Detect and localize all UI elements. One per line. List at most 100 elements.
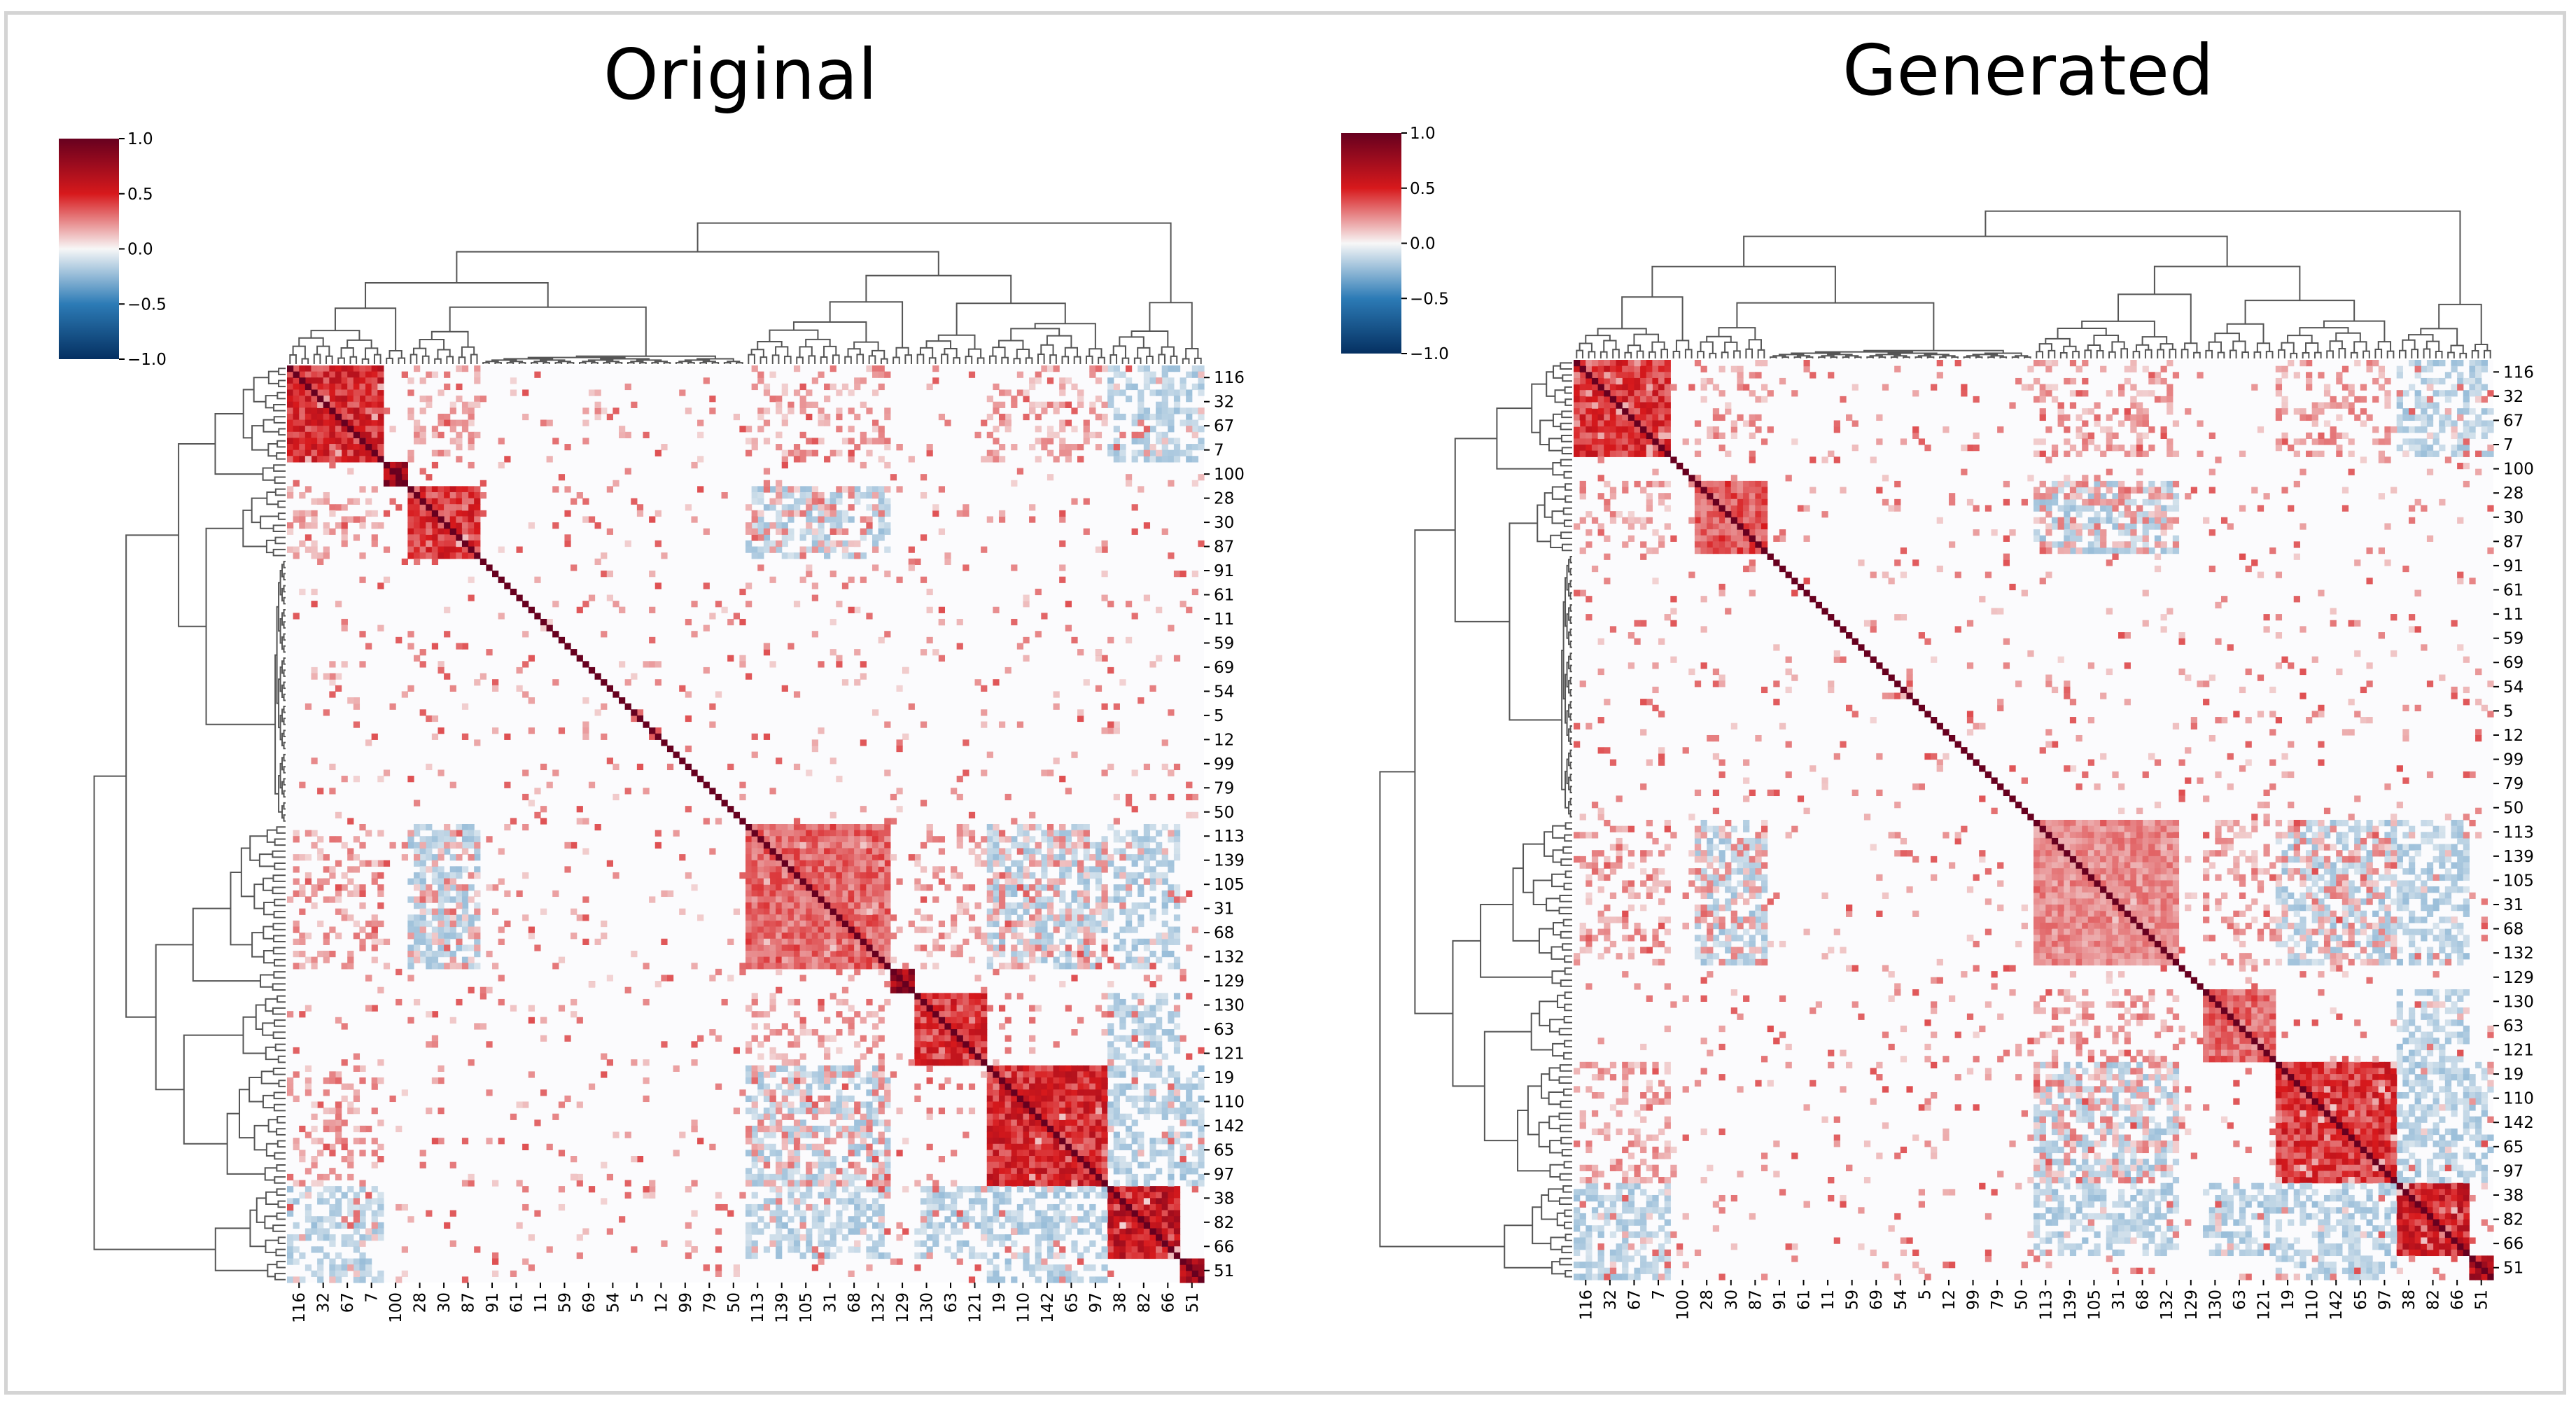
- generated-row-tick-label: 91: [2503, 557, 2524, 575]
- original-col-tick-label: 51: [1184, 1292, 1202, 1313]
- original-row-tick-label: 105: [1214, 876, 1245, 894]
- original-col-tick-label: 116: [290, 1292, 309, 1323]
- generated-row-tick-label: 63: [2503, 1017, 2524, 1035]
- original-colorbar: [59, 139, 119, 359]
- generated-col-tick-label: 12: [1940, 1290, 1959, 1310]
- generated-row-tick-label: 67: [2503, 412, 2524, 430]
- original-col-tick-label: 66: [1159, 1292, 1177, 1313]
- original-col-tick-label: 65: [1063, 1292, 1081, 1313]
- original-col-tick-label: 142: [1039, 1292, 1057, 1323]
- original-row-tick-label: 82: [1214, 1214, 1234, 1232]
- original-cells: [287, 365, 1205, 1283]
- original-row-tick-label: 87: [1214, 538, 1234, 557]
- original-row-tick-label: 12: [1214, 731, 1234, 749]
- generated-cells: [1574, 360, 2494, 1280]
- generated-col-tick-label: 99: [1965, 1290, 1983, 1310]
- original-col-tick-label: 130: [918, 1292, 937, 1323]
- original-dendrogram: [93, 222, 1202, 1280]
- original-row-tick-label: 121: [1214, 1045, 1245, 1063]
- generated-col-tick-label: 100: [1674, 1290, 1693, 1320]
- original-col-tick-label: 59: [556, 1292, 574, 1313]
- generated-row-tick-label: 28: [2503, 484, 2524, 503]
- original-col-tick-label: 139: [774, 1292, 792, 1323]
- original-col-tick-label: 38: [1111, 1292, 1129, 1313]
- original-col-tick-label: 87: [460, 1292, 478, 1313]
- generated-row-tick-label: 129: [2503, 969, 2534, 987]
- generated-row-tick-label: 11: [2503, 606, 2524, 624]
- original-col-tick-label: 91: [484, 1292, 502, 1313]
- generated-row-tick-label: 132: [2503, 944, 2534, 963]
- original-col-tick-label: 82: [1135, 1292, 1154, 1313]
- original-col-tick-label: 97: [1087, 1292, 1105, 1313]
- original-row-tick-label: 68: [1214, 924, 1234, 942]
- generated-col-tick-label: 7: [1650, 1290, 1668, 1300]
- original-row-tick-label: 7: [1214, 442, 1224, 460]
- generated-row-tick-label: 99: [2503, 751, 2524, 769]
- generated-col-tick-label: 54: [1892, 1290, 1910, 1310]
- original-row-tick-label: 91: [1214, 562, 1234, 580]
- generated-col-tick-label: 132: [2158, 1290, 2176, 1320]
- generated-row-tick-label: 139: [2503, 848, 2534, 866]
- original-col-tick-label: 99: [677, 1292, 695, 1313]
- original-colorbar-tick: 1.0: [127, 130, 153, 148]
- generated-col-tick-label: 38: [2400, 1290, 2418, 1310]
- original-colorbar-tick: 0.5: [127, 186, 153, 204]
- generated-row-tick-label: 61: [2503, 582, 2524, 600]
- generated-col-tick-label: 82: [2425, 1290, 2443, 1310]
- generated-col-tick-label: 30: [1723, 1290, 1741, 1310]
- generated-col-tick-label: 32: [1602, 1290, 1620, 1310]
- original-col-tick-label: 50: [725, 1292, 743, 1313]
- original-row-tick-label: 116: [1214, 369, 1245, 387]
- generated-colorbar-tick: −1.0: [1410, 345, 1449, 363]
- generated-dendrogram: [1379, 210, 2491, 1278]
- generated-col-tick-label: 129: [2183, 1290, 2201, 1320]
- generated-row-tick-label: 32: [2503, 388, 2524, 406]
- original-row-tick-label: 67: [1214, 417, 1234, 435]
- original-row-tick-label: 59: [1214, 634, 1234, 652]
- original-row-tick-label: 38: [1214, 1189, 1234, 1208]
- generated-row-tick-label: 51: [2503, 1259, 2524, 1278]
- original-col-tick-label: 7: [363, 1292, 382, 1303]
- generated-col-tick-label: 31: [2110, 1290, 2128, 1310]
- original-colorbar-tick: 0.0: [127, 241, 153, 259]
- generated-col-tick-label: 28: [1698, 1290, 1716, 1310]
- original-colorbar-tick: −1.0: [127, 351, 167, 369]
- generated-row-tick-label: 121: [2503, 1042, 2534, 1060]
- original-col-tick-label: 67: [339, 1292, 357, 1313]
- generated-col-tick-label: 51: [2473, 1290, 2491, 1310]
- original-row-tick-label: 28: [1214, 490, 1234, 508]
- original-col-tick-label: 79: [701, 1292, 719, 1313]
- generated-col-tick-label: 130: [2206, 1290, 2225, 1320]
- original-col-tick-label: 19: [990, 1292, 1009, 1313]
- generated-col-tick-label: 139: [2062, 1290, 2080, 1320]
- original-row-tick-label: 54: [1214, 683, 1234, 701]
- original-row-tick-label: 32: [1214, 393, 1234, 412]
- title-original: Original: [603, 34, 878, 116]
- original-col-tick-label: 129: [894, 1292, 912, 1323]
- generated-row-tick-label: 82: [2503, 1211, 2524, 1229]
- original-row-tick-label: 132: [1214, 949, 1245, 967]
- original-col-tick-label: 54: [604, 1292, 622, 1313]
- generated-col-tick-label: 105: [2085, 1290, 2104, 1320]
- generated-col-tick-label: 11: [1819, 1290, 1837, 1310]
- generated-col-tick-label: 69: [1868, 1290, 1886, 1310]
- title-generated: Generated: [1842, 29, 2214, 111]
- original-col-tick-label: 5: [629, 1292, 647, 1303]
- generated-col-tick-label: 68: [2134, 1290, 2152, 1310]
- original-row-tick-label: 61: [1214, 587, 1234, 605]
- generated-colorbar-tick: 0.5: [1410, 180, 1436, 198]
- original-col-tick-label: 31: [822, 1292, 840, 1313]
- generated-row-tick-label: 110: [2503, 1090, 2534, 1108]
- original-col-tick-label: 28: [412, 1292, 430, 1313]
- original-col-tick-label: 113: [749, 1292, 767, 1323]
- original-row-tick-label: 97: [1214, 1166, 1234, 1184]
- generated-row-tick-label: 97: [2503, 1162, 2524, 1180]
- generated-row-tick-label: 87: [2503, 533, 2524, 551]
- generated-col-tick-label: 142: [2328, 1290, 2346, 1320]
- heatmap-panel-generated: 1161163232676777100100282830308787919161…: [1341, 125, 2534, 1320]
- generated-col-tick-label: 79: [1989, 1290, 2007, 1310]
- generated-row-tick-label: 31: [2503, 896, 2524, 914]
- original-row-tick-label: 11: [1214, 610, 1234, 629]
- original-col-tick-label: 11: [532, 1292, 550, 1313]
- generated-col-tick-label: 87: [1746, 1290, 1765, 1310]
